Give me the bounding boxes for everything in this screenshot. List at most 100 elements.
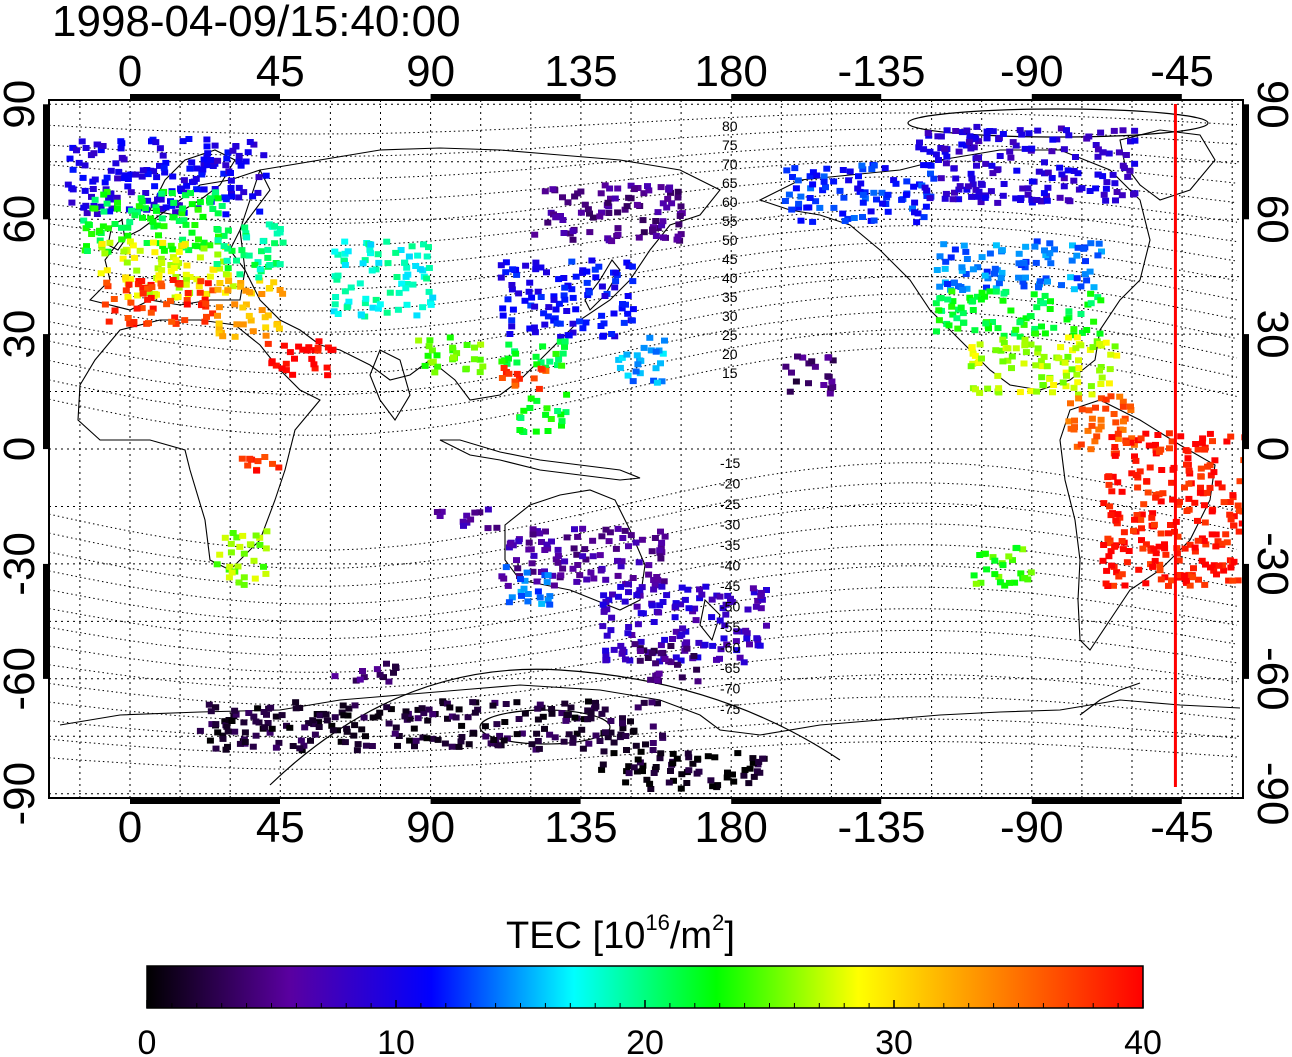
tec-point <box>607 627 615 634</box>
tec-point <box>446 334 454 341</box>
tec-point <box>1151 557 1159 564</box>
tec-point <box>1106 503 1114 510</box>
tec-point <box>611 195 619 202</box>
tec-point <box>969 298 977 305</box>
tec-point <box>414 706 422 713</box>
tec-point <box>517 415 525 421</box>
tec-point <box>657 650 665 657</box>
tec-point <box>788 206 796 213</box>
tec-point <box>685 767 693 774</box>
tec-point <box>588 257 596 264</box>
tec-point <box>996 153 1004 159</box>
tec-point <box>505 355 512 362</box>
lon-tick-label-bottom: -45 <box>1150 803 1214 852</box>
tec-point <box>602 647 610 654</box>
tec-point <box>1028 145 1036 152</box>
tec-point <box>992 347 1000 354</box>
tec-point <box>1119 546 1127 553</box>
tec-point <box>376 709 384 716</box>
magnetic-lat-label: 50 <box>722 232 738 248</box>
tec-point <box>645 571 653 578</box>
tec-point <box>644 649 652 656</box>
tec-point <box>684 586 692 593</box>
tec-point <box>1218 484 1226 491</box>
tec-point <box>659 350 667 357</box>
tec-point <box>254 458 262 465</box>
tec-point <box>1065 418 1073 425</box>
tec-point <box>627 532 635 539</box>
tec-point <box>786 388 794 395</box>
tec-point <box>241 224 249 231</box>
tec-point <box>194 206 202 213</box>
tec-point <box>667 189 674 196</box>
tec-point <box>415 337 423 344</box>
tec-point <box>813 172 821 179</box>
tec-point <box>933 267 941 273</box>
lon-tick-label-bottom: -135 <box>837 803 925 852</box>
tec-point <box>601 293 609 299</box>
tec-point <box>1078 406 1086 413</box>
tec-point <box>528 560 536 567</box>
tec-point <box>175 248 183 255</box>
tec-point <box>406 715 414 722</box>
tec-point <box>719 605 727 612</box>
tec-point <box>1038 323 1045 330</box>
lat-tick-label-left: 0 <box>0 437 44 461</box>
tec-point <box>525 539 533 546</box>
tec-point <box>119 255 127 262</box>
magnetic-contour <box>49 502 1238 587</box>
tec-point <box>279 239 287 246</box>
tec-point <box>334 727 341 734</box>
tec-point <box>341 238 349 245</box>
tec-point <box>734 628 742 635</box>
tec-point <box>930 175 938 182</box>
tec-point <box>571 193 579 200</box>
tec-point <box>1115 149 1123 156</box>
tec-point <box>995 280 1003 287</box>
tec-point <box>260 152 268 159</box>
tec-point <box>234 563 242 570</box>
tec-point <box>1202 541 1210 548</box>
tec-point <box>1225 577 1233 584</box>
tec-point <box>1111 343 1119 350</box>
tec-point <box>974 193 981 200</box>
tec-point <box>493 524 501 531</box>
tec-point <box>997 274 1005 281</box>
tec-point <box>625 194 633 201</box>
tec-point <box>297 737 305 744</box>
tec-point <box>950 165 958 172</box>
tec-point <box>1041 159 1048 166</box>
tec-point <box>1070 286 1078 293</box>
tec-point <box>156 145 164 152</box>
tec-point <box>308 355 316 362</box>
tec-point <box>169 173 177 180</box>
tec-point <box>542 411 550 418</box>
tec-point <box>984 385 992 392</box>
tec-point <box>659 218 667 225</box>
tec-point <box>118 140 126 147</box>
tec-point <box>749 755 757 762</box>
tec-point <box>1028 196 1036 203</box>
tec-point <box>534 705 542 712</box>
tec-point <box>1200 537 1208 544</box>
tec-point <box>311 365 319 372</box>
tec-point <box>268 358 276 365</box>
tec-point <box>196 254 204 261</box>
tec-point <box>1112 419 1120 426</box>
tec-point <box>571 714 579 721</box>
tec-point <box>989 319 996 325</box>
tec-point <box>1152 441 1159 448</box>
tec-point <box>660 234 667 241</box>
tec-point <box>546 358 554 365</box>
colorbar-title: TEC [1016/m2] <box>506 910 735 957</box>
tec-point <box>1009 557 1016 564</box>
tec-point <box>1063 316 1071 323</box>
tec-point <box>591 266 599 273</box>
tec-point <box>513 271 521 278</box>
tec-point <box>209 266 217 273</box>
tec-point <box>1238 520 1243 527</box>
tec-point <box>911 199 919 206</box>
tec-point <box>536 530 544 537</box>
tec-point <box>196 199 204 206</box>
tec-point <box>101 301 109 308</box>
